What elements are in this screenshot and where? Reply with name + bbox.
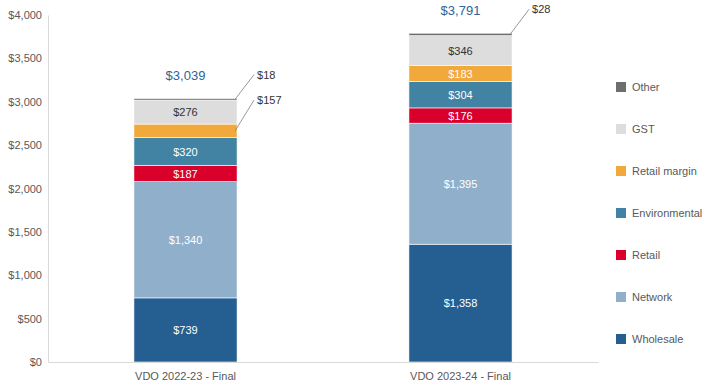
data-label: $276 (173, 106, 197, 118)
legend-label: Environmental (632, 207, 702, 219)
y-tick-label: $0 (30, 356, 42, 368)
data-labels: $739 $1,358 $1,340 $1,395 $187 $176 $320 $304 $1… (169, 3, 551, 336)
y-tick: $500 (18, 313, 48, 325)
legend-swatch (616, 82, 626, 92)
leader-line (510, 9, 529, 34)
data-label: $1,340 (169, 234, 203, 246)
bar-segment (409, 244, 512, 362)
data-label: $346 (448, 45, 472, 57)
bars (134, 33, 512, 362)
bar-segment (409, 108, 512, 123)
legend-swatch (616, 334, 626, 344)
data-label: $176 (448, 110, 472, 122)
data-label: $1,395 (444, 178, 478, 190)
y-tick: $0 (30, 356, 48, 368)
x-tick: VDO 2023-24 - Final (410, 362, 511, 382)
leader-line (235, 100, 254, 131)
x-axis-line (49, 362, 599, 363)
bar-segment (134, 99, 237, 101)
bar-segment (409, 66, 512, 82)
y-tick-label: $2,500 (8, 139, 42, 151)
bar-segment (134, 298, 237, 362)
data-label: $157 (257, 94, 281, 106)
y-axis-line (48, 16, 49, 363)
y-tick: $2,500 (8, 139, 48, 151)
legend-label: Retail margin (632, 165, 697, 177)
chart: $0 $500 $1,000 $1,500 $2,000 $2,500 $3,000 $3,5… (0, 0, 720, 391)
data-label: $1,358 (444, 297, 478, 309)
legend-label: Other (632, 81, 660, 93)
data-label: $18 (257, 69, 275, 81)
y-tick: $2,000 (8, 183, 48, 195)
data-label: $739 (173, 324, 197, 336)
y-tick: $1,500 (8, 226, 48, 238)
data-label: $320 (173, 146, 197, 158)
y-tick: $3,500 (8, 52, 48, 64)
y-tick-label: $500 (18, 313, 42, 325)
bar-segment (409, 36, 512, 66)
y-tick-label: $1,000 (8, 269, 42, 281)
legend: Other GST Retail margin Environmental Retail… (616, 81, 702, 345)
total-label: $3,791 (441, 3, 481, 18)
y-tick-label: $1,500 (8, 226, 42, 238)
legend-label: Wholesale (632, 333, 683, 345)
bar-segment (134, 100, 237, 124)
legend-swatch (616, 292, 626, 302)
legend-swatch (616, 166, 626, 176)
legend-label: Retail (632, 249, 660, 261)
bar-segment (409, 82, 512, 108)
y-tick-label: $4,000 (8, 9, 42, 21)
y-tick-label: $3,000 (8, 96, 42, 108)
x-tick: VDO 2022-23 - Final (135, 362, 236, 382)
legend-swatch (616, 250, 626, 260)
legend-label: GST (632, 123, 655, 135)
data-label: $187 (173, 168, 197, 180)
data-label: $304 (448, 89, 472, 101)
bar-segment (134, 138, 237, 166)
bar-segment (409, 123, 512, 244)
y-axis: $0 $500 $1,000 $1,500 $2,000 $2,500 $3,000 $3,5… (8, 9, 48, 368)
legend-label: Network (632, 291, 673, 303)
bar-segment (134, 182, 237, 298)
data-label: $28 (532, 3, 550, 15)
data-label: $183 (448, 68, 472, 80)
x-tick-label: VDO 2022-23 - Final (135, 370, 236, 382)
y-tick-label: $3,500 (8, 52, 42, 64)
y-tick: $1,000 (8, 269, 48, 281)
legend-swatch (616, 124, 626, 134)
legend-swatch (616, 208, 626, 218)
leader-line (235, 75, 254, 100)
y-tick: $3,000 (8, 96, 48, 108)
x-axis: VDO 2022-23 - Final VDO 2023-24 - Final (49, 362, 599, 382)
y-tick-label: $2,000 (8, 183, 42, 195)
bar-segment (134, 165, 237, 181)
y-tick: $4,000 (8, 9, 48, 21)
x-tick-label: VDO 2023-24 - Final (410, 370, 511, 382)
total-label: $3,039 (166, 68, 206, 83)
bar-segment (409, 33, 512, 35)
bar-segment (134, 124, 237, 138)
